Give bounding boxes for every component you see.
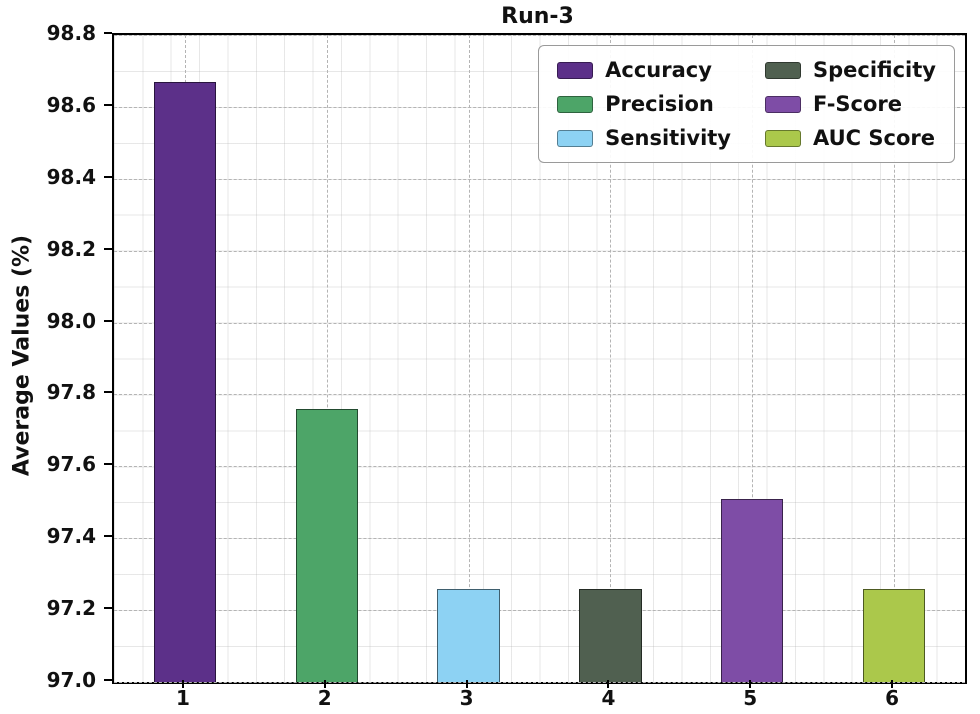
plot-area: Accuracy Precision Sensitivity Specificity F… xyxy=(112,33,967,684)
chart-title: Run-3 xyxy=(501,4,574,29)
major-gridline-horizontal xyxy=(114,250,965,252)
bar-3 xyxy=(437,588,500,682)
y-tick-label: 98.0 xyxy=(46,308,96,333)
legend-swatch xyxy=(765,95,801,113)
x-tick-mark xyxy=(607,680,610,688)
major-gridline-horizontal xyxy=(114,538,965,540)
legend-swatch xyxy=(557,95,594,113)
y-tick-label: 97.2 xyxy=(46,596,96,621)
bar-2 xyxy=(295,408,358,682)
legend-label: Specificity xyxy=(813,58,936,82)
y-tick-mark xyxy=(104,535,112,538)
x-tick-label: 1 xyxy=(175,686,190,710)
y-tick-label: 97.8 xyxy=(46,380,96,405)
x-tick-label: 3 xyxy=(459,686,474,710)
bar-6 xyxy=(862,588,926,682)
y-tick-mark xyxy=(104,247,112,250)
y-tick-mark xyxy=(104,319,112,322)
x-tick-label: 4 xyxy=(601,686,616,710)
y-axis-ticks: 97.0 97.2 97.4 97.6 97.8 98.0 98.2 98.4 98.6 98.8 xyxy=(0,21,112,692)
major-gridline-vertical xyxy=(752,35,754,682)
y-tick-label: 98.8 xyxy=(46,21,96,45)
major-gridline-horizontal xyxy=(114,682,965,683)
y-tick-label: 98.6 xyxy=(46,92,96,117)
x-tick-mark xyxy=(749,680,752,688)
y-tick-mark xyxy=(104,463,112,466)
legend-label: F-Score xyxy=(813,92,903,116)
bar-4 xyxy=(579,588,642,682)
y-tick-mark xyxy=(104,32,112,34)
y-tick-label: 98.4 xyxy=(46,164,96,189)
y-tick-mark xyxy=(104,175,112,178)
major-gridline-vertical xyxy=(468,35,470,682)
legend-label: Accuracy xyxy=(605,58,712,82)
major-gridline-vertical xyxy=(610,35,612,682)
legend-item: Specificity xyxy=(765,58,936,82)
major-gridline-horizontal xyxy=(114,322,965,324)
legend-item: Precision xyxy=(557,92,731,116)
x-tick-mark xyxy=(891,680,894,688)
major-gridline-horizontal xyxy=(114,35,965,36)
x-tick-label: 2 xyxy=(317,686,332,710)
major-gridline-horizontal xyxy=(114,466,965,468)
y-tick-label: 97.6 xyxy=(46,452,96,477)
y-tick-mark xyxy=(104,679,112,681)
x-tick-label: 5 xyxy=(743,686,758,710)
major-gridline-horizontal xyxy=(114,178,965,180)
legend-item: F-Score xyxy=(765,92,936,116)
bar-5 xyxy=(721,498,784,682)
y-tick-label: 97.0 xyxy=(46,668,96,692)
major-gridline-vertical xyxy=(326,35,328,682)
legend-label: Precision xyxy=(605,92,714,116)
bar-1 xyxy=(153,81,217,682)
x-tick-label: 6 xyxy=(885,686,900,710)
legend-label: AUC Score xyxy=(813,126,935,150)
major-gridline-vertical xyxy=(894,35,896,682)
legend-swatch xyxy=(765,129,801,147)
y-tick-mark xyxy=(104,103,112,106)
x-tick-mark xyxy=(181,680,184,688)
legend-item: Accuracy xyxy=(557,58,731,82)
legend-item: AUC Score xyxy=(765,126,936,150)
y-tick-mark xyxy=(104,391,112,394)
legend-swatch xyxy=(765,61,801,79)
x-tick-mark xyxy=(323,680,326,688)
y-tick-mark xyxy=(104,607,112,610)
major-gridline-horizontal xyxy=(114,610,965,612)
legend-item: Sensitivity xyxy=(557,126,731,150)
x-axis-ticks: 1 2 3 4 5 6 xyxy=(112,680,963,712)
x-tick-mark xyxy=(465,680,468,688)
legend-swatch xyxy=(557,129,594,147)
legend-swatch xyxy=(557,61,594,79)
y-tick-label: 98.2 xyxy=(46,236,96,261)
major-gridline-horizontal xyxy=(114,394,965,396)
legend: Accuracy Precision Sensitivity Specificity F… xyxy=(538,45,955,163)
legend-label: Sensitivity xyxy=(605,126,731,150)
y-tick-label: 97.4 xyxy=(46,524,96,549)
